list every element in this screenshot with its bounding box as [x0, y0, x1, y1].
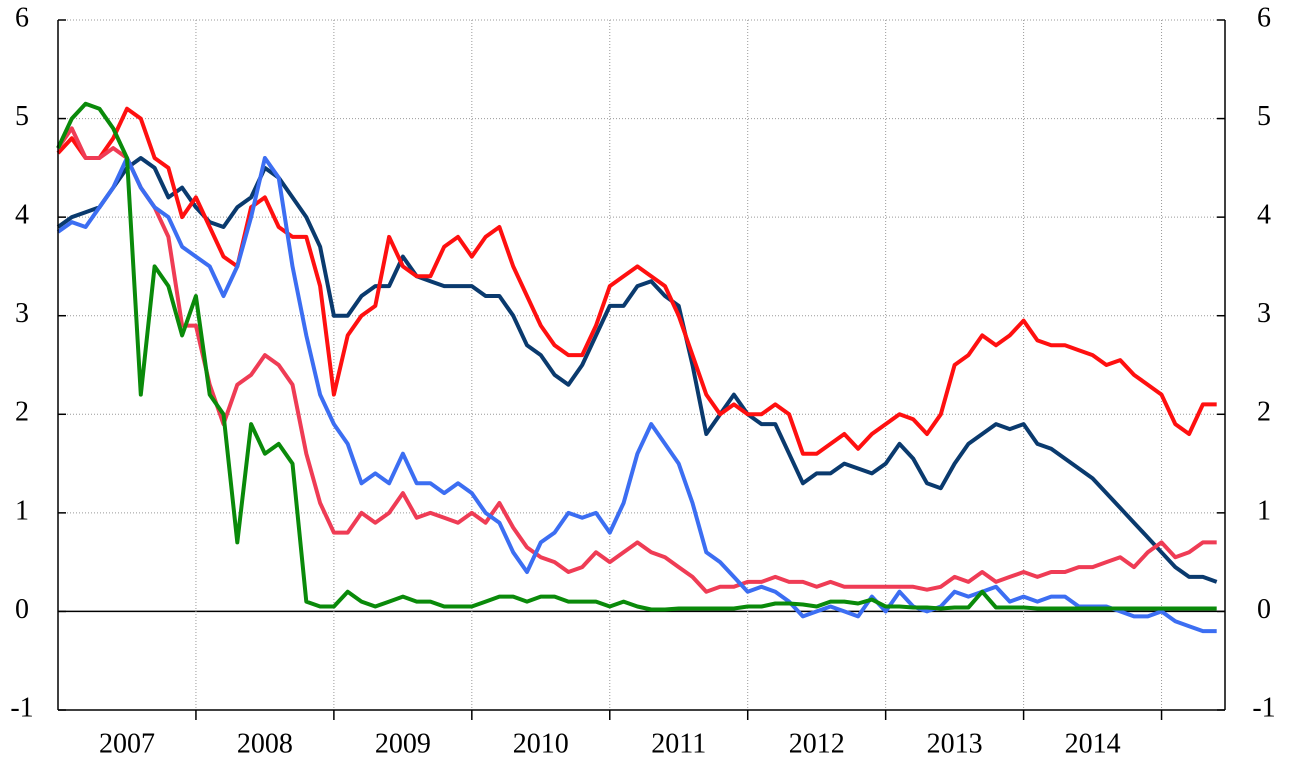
y2-tick-label: 4: [1257, 200, 1271, 231]
x-tick-label: 2007: [99, 728, 155, 759]
axes: [57, 20, 1226, 711]
x-tick-label: 2011: [651, 728, 706, 759]
y2-tick-label: 5: [1257, 101, 1271, 132]
y-tick-label: 4: [15, 200, 29, 231]
series-line: [56, 106, 1217, 456]
y2-tick-label: 1: [1257, 495, 1271, 526]
x-tick-label: 2013: [927, 728, 983, 759]
series-line: [56, 101, 1217, 612]
y-tick-label: 2: [15, 397, 29, 428]
y2-tick-label: 0: [1257, 594, 1271, 625]
lines: [56, 101, 1218, 634]
x-tick-label: 2014: [1065, 728, 1121, 759]
y-tick-label: 3: [15, 298, 29, 329]
series-line: [56, 126, 1217, 594]
grid: [58, 19, 1225, 711]
y-tick-label: 1: [15, 495, 29, 526]
x-tick-label: 2009: [375, 728, 431, 759]
y-tick-label: 0: [15, 594, 29, 625]
y2-tick-label: 6: [1257, 2, 1271, 33]
y2-tick-label: 3: [1257, 298, 1271, 329]
x-tick-label: 2010: [513, 728, 569, 759]
y-tick-label: 5: [15, 101, 29, 132]
x-tick-label: 2012: [789, 728, 845, 759]
y-tick-label: -1: [10, 692, 33, 723]
series-line: [56, 156, 1218, 584]
y2-tick-label: 2: [1257, 397, 1271, 428]
x-tick-label: 2008: [237, 728, 293, 759]
y2-tick-label: -1: [1252, 692, 1275, 723]
series-line: [56, 156, 1217, 634]
y-tick-label: 6: [15, 2, 29, 33]
